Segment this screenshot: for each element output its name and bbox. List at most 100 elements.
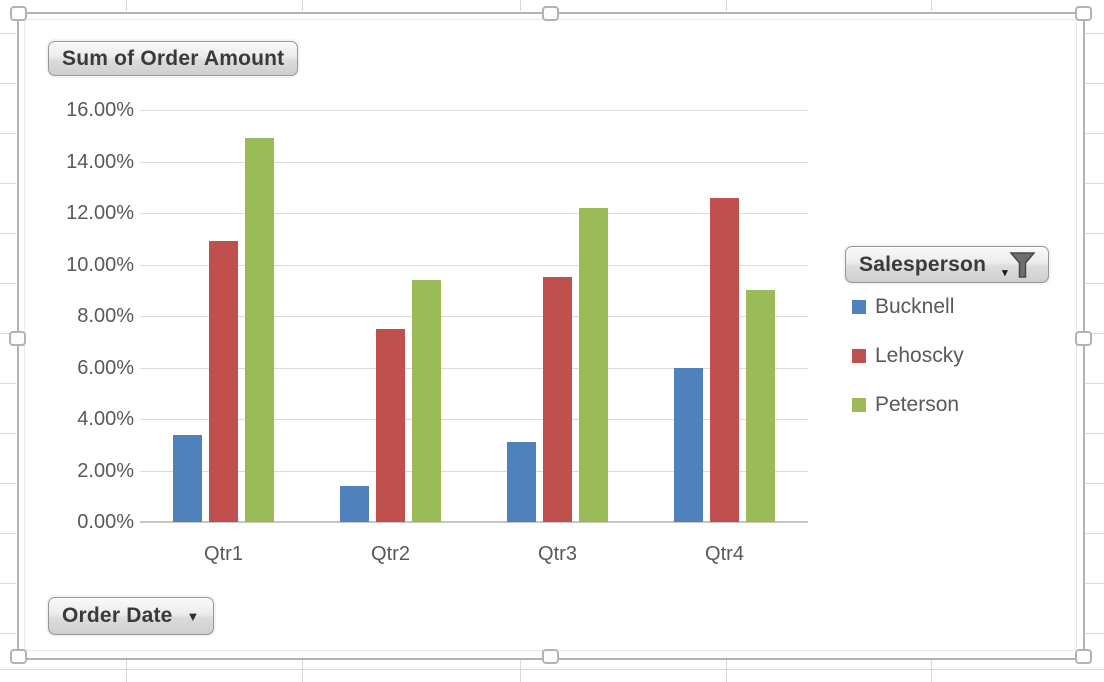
worksheet-gridline (1085, 33, 1104, 34)
worksheet-gridline (0, 533, 16, 534)
y-tick-label: 14.00% (66, 150, 134, 173)
selection-handle[interactable] (9, 331, 26, 346)
gridline (140, 162, 808, 163)
bar-peterson[interactable] (412, 279, 441, 522)
legend-field-button[interactable]: Salesperson ▾ (845, 246, 1049, 283)
worksheet-gridline (0, 83, 16, 84)
x-axis-line (140, 521, 808, 523)
legend-label: Peterson (875, 393, 960, 416)
y-tick-label: 16.00% (66, 99, 134, 121)
gridline (140, 110, 808, 111)
worksheet-gridline (0, 383, 16, 384)
legend-label: Lehoscky (875, 344, 964, 367)
bar-group (474, 110, 641, 522)
bar-lehoscky[interactable] (543, 277, 572, 522)
worksheet-gridline (126, 0, 127, 11)
bar-groups (140, 110, 808, 522)
legend-swatch (852, 398, 866, 412)
chevron-down-icon: ▼ (186, 608, 200, 624)
worksheet-gridline (1085, 283, 1104, 284)
selection-handle[interactable] (1075, 6, 1092, 21)
filter-icon: ▾ (1002, 251, 1035, 278)
worksheet-gridline (0, 433, 16, 434)
worksheet-gridline (1085, 583, 1104, 584)
worksheet-gridline (0, 583, 16, 584)
x-category-label: Qtr4 (705, 543, 744, 565)
worksheet-gridline (726, 660, 727, 682)
legend-item[interactable]: Peterson (852, 392, 964, 418)
gridline (140, 265, 808, 266)
legend-swatch (852, 349, 866, 363)
worksheet-gridline (0, 183, 16, 184)
axis-field-label: Order Date (62, 604, 173, 627)
bar-peterson[interactable] (579, 207, 608, 522)
bar-peterson[interactable] (746, 290, 775, 522)
worksheet-gridline (520, 660, 521, 682)
bar-bucknell[interactable] (340, 486, 369, 522)
worksheet-gridline (1085, 483, 1104, 484)
worksheet-gridline (302, 0, 303, 11)
worksheet-gridline (1085, 633, 1104, 634)
selection-handle[interactable] (542, 649, 559, 664)
legend: Bucknell Lehoscky Peterson (852, 294, 964, 441)
bar-bucknell[interactable] (674, 367, 703, 522)
gridline (140, 316, 808, 317)
worksheet-gridline (1085, 383, 1104, 384)
bar-group (307, 110, 474, 522)
worksheet-gridline (726, 0, 727, 11)
gridline (140, 419, 808, 420)
worksheet-gridline (0, 233, 16, 234)
legend-field-label: Salesperson (859, 252, 987, 276)
worksheet-gridline (0, 633, 16, 634)
worksheet-gridline (931, 660, 932, 682)
selection-handle[interactable] (542, 6, 559, 21)
selection-handle[interactable] (10, 649, 27, 664)
y-tick-label: 0.00% (77, 511, 134, 533)
gridline (140, 471, 808, 472)
bar-bucknell[interactable] (173, 434, 202, 522)
legend-label: Bucknell (875, 295, 955, 318)
bar-lehoscky[interactable] (376, 328, 405, 522)
bar-bucknell[interactable] (507, 442, 536, 522)
worksheet-gridline (1085, 433, 1104, 434)
worksheet-gridline (1085, 233, 1104, 234)
bar-group (641, 110, 808, 522)
y-tick-label: 4.00% (77, 408, 134, 430)
x-axis-category-labels: Qtr1 Qtr2 Qtr3 Qtr4 (140, 543, 808, 566)
worksheet-gridline (520, 0, 521, 11)
selection-handle[interactable] (1075, 331, 1092, 346)
worksheet-gridline (1085, 83, 1104, 84)
value-field-button[interactable]: Sum of Order Amount (48, 41, 299, 76)
legend-swatch (852, 300, 866, 314)
selection-handle[interactable] (10, 6, 27, 21)
worksheet-gridline (1085, 333, 1104, 334)
worksheet-gridline (126, 660, 127, 682)
bar-group (140, 110, 307, 522)
worksheet-gridline (0, 133, 16, 134)
plot-area (140, 110, 808, 523)
bar-lehoscky[interactable] (710, 197, 739, 522)
x-category-label: Qtr3 (538, 543, 577, 565)
worksheet-gridline (0, 483, 16, 484)
worksheet-gridline (1085, 183, 1104, 184)
worksheet-gridline (1085, 533, 1104, 534)
selection-handle[interactable] (1075, 649, 1092, 664)
legend-item[interactable]: Lehoscky (852, 343, 964, 369)
worksheet-gridline (0, 33, 16, 34)
bar-lehoscky[interactable] (209, 241, 238, 522)
funnel-icon (1009, 251, 1035, 278)
x-category-label: Qtr1 (204, 543, 243, 565)
x-category-label: Qtr2 (371, 543, 410, 565)
bar-peterson[interactable] (245, 138, 274, 522)
worksheet-gridline (0, 333, 16, 334)
worksheet-gridline (931, 0, 932, 11)
worksheet-gridline (0, 283, 16, 284)
y-tick-label: 12.00% (66, 202, 134, 224)
gridline (140, 213, 808, 214)
gridline (140, 368, 808, 369)
axis-field-button[interactable]: Order Date ▼ (48, 597, 214, 635)
legend-item[interactable]: Bucknell (852, 294, 964, 320)
y-tick-label: 10.00% (66, 253, 134, 276)
value-field-label: Sum of Order Amount (62, 46, 285, 70)
